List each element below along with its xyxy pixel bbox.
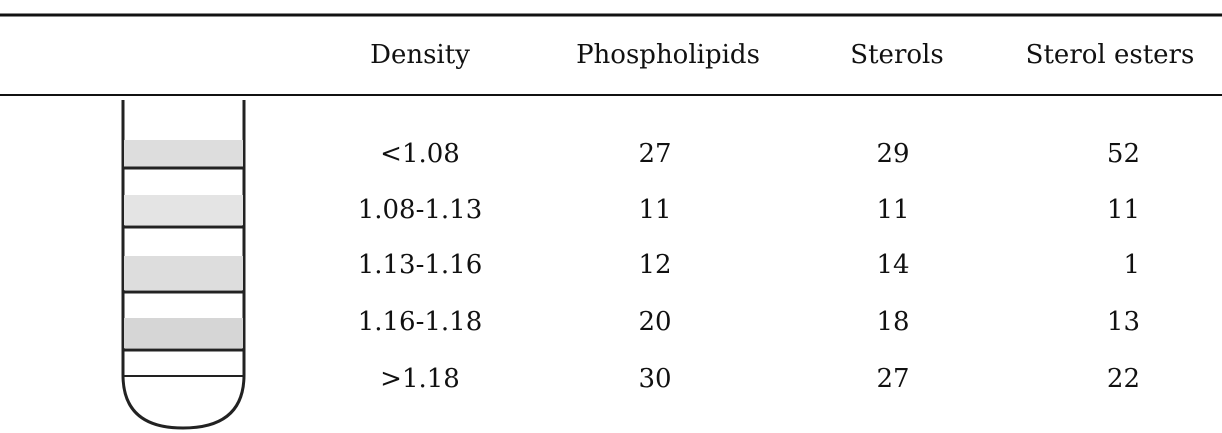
value-cell: 18 [876, 307, 909, 337]
table-body: Density Phospholipids Sterols Sterol esters… [358, 40, 1195, 394]
value-cell: 11 [876, 195, 909, 225]
value-cell: 22 [1107, 364, 1140, 394]
value-cell: 27 [876, 364, 909, 394]
density-cell: <1.08 [380, 139, 460, 169]
value-cell: 30 [638, 364, 671, 394]
value-cell: 13 [1107, 307, 1140, 337]
value-cell: 20 [638, 307, 671, 337]
density-cell: >1.18 [380, 364, 460, 394]
value-cell: 1 [1123, 250, 1140, 280]
table-page: Density Phospholipids Sterols Sterol esters… [0, 0, 1222, 433]
value-cell: 11 [1107, 195, 1140, 225]
column-header: Sterol esters [1026, 40, 1195, 70]
column-header: Density [370, 40, 470, 70]
density-cell: 1.08-1.13 [358, 195, 483, 225]
value-cell: 12 [638, 250, 671, 280]
value-cell: 14 [876, 250, 909, 280]
column-header: Sterols [850, 40, 943, 70]
density-cell: 1.16-1.18 [358, 307, 483, 337]
density-cell: 1.13-1.16 [358, 250, 483, 280]
value-cell: 27 [638, 139, 671, 169]
value-cell: 29 [876, 139, 909, 169]
value-cell: 11 [638, 195, 671, 225]
test-tube [123, 100, 244, 428]
column-header: Phospholipids [576, 40, 760, 70]
value-cell: 52 [1107, 139, 1140, 169]
